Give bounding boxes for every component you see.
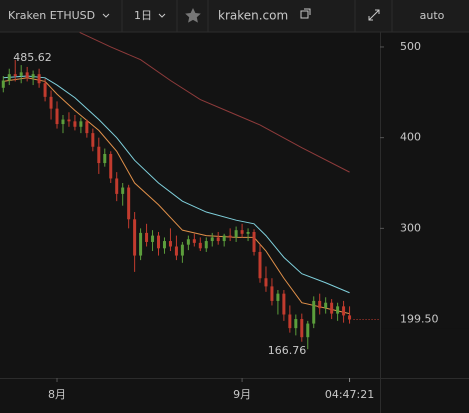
candle-body: [306, 323, 310, 338]
symbol[interactable]: Kraken ETHUSD: [8, 9, 95, 22]
toolbar: [0, 0, 469, 32]
interval[interactable]: 1日: [134, 9, 152, 22]
candle-body: [300, 319, 304, 338]
candle-body: [19, 72, 23, 76]
candle-body: [25, 72, 29, 78]
candle-body: [174, 246, 178, 256]
candle-body: [336, 306, 340, 314]
chevron: [102, 13, 110, 18]
candle-body: [282, 293, 286, 315]
candle-body: [246, 231, 250, 234]
high-annotation: 485.62: [13, 51, 52, 64]
candle-body: [348, 315, 352, 320]
candle-body: [31, 74, 35, 78]
moving-average: [3, 77, 350, 315]
candle-body: [1, 80, 5, 88]
candle-body: [85, 121, 89, 134]
low-annotation: 166.76: [268, 344, 307, 357]
candle-body: [145, 232, 149, 242]
y-tick-label: 500: [400, 40, 421, 53]
candle-body: [139, 232, 143, 256]
candle-body: [61, 119, 65, 125]
candle-body: [276, 293, 280, 301]
star-icon[interactable]: [185, 8, 201, 23]
candle-body: [37, 74, 41, 84]
candle-body: [288, 314, 292, 329]
scale-mode[interactable]: auto: [420, 9, 445, 22]
candle-body: [258, 251, 262, 279]
candle-body: [91, 133, 95, 147]
candle-body: [73, 121, 77, 127]
candle-body: [151, 235, 155, 242]
candle-body: [79, 121, 83, 127]
x-tick-label: 9月: [233, 388, 251, 401]
last-price-box: [381, 310, 469, 329]
candle-body: [13, 74, 17, 76]
candle-body: [109, 153, 113, 179]
candle-body: [157, 235, 161, 249]
candle-body: [186, 239, 190, 245]
candle-body: [270, 286, 274, 301]
candle-body: [312, 300, 316, 324]
candle-body: [103, 153, 107, 164]
moving-average: [3, 75, 350, 294]
time-label: 04:47:21: [325, 388, 374, 401]
y-tick-label: 400: [400, 131, 421, 144]
candle-body: [216, 237, 220, 242]
candle-body: [162, 241, 166, 249]
candle-body: [49, 96, 53, 109]
external-icon: [300, 8, 311, 19]
expand-icon[interactable]: [368, 9, 380, 21]
candle-body: [180, 244, 184, 256]
candle-body: [252, 231, 256, 252]
candle-body: [192, 239, 196, 243]
candle-body: [210, 237, 214, 242]
candle-body: [228, 235, 232, 238]
candle-body: [127, 187, 131, 220]
y-tick-label: 300: [400, 221, 421, 234]
candle-body: [204, 241, 208, 249]
moving-average: [79, 32, 350, 173]
candle-body: [294, 319, 298, 329]
candle-body: [43, 83, 47, 97]
last-price-label: 199.50: [400, 313, 439, 326]
candle-body: [115, 178, 119, 194]
candle-body: [234, 230, 238, 238]
candle-body: [324, 302, 328, 309]
candle-body: [318, 300, 322, 309]
candle-body: [264, 278, 268, 287]
candle-body: [121, 187, 125, 194]
candle-body: [198, 242, 202, 249]
source-link[interactable]: kraken.com: [218, 9, 288, 23]
candle-body: [222, 235, 226, 242]
candle-body: [330, 302, 334, 314]
candle-body: [133, 219, 137, 256]
candle-body: [97, 146, 101, 164]
x-tick-label: 8月: [48, 388, 66, 401]
candle-body: [168, 241, 172, 247]
candle-body: [55, 108, 59, 125]
candle-body: [342, 306, 346, 316]
chevron: [158, 13, 166, 18]
candle-body: [240, 230, 244, 234]
candle-body: [7, 74, 11, 81]
candle-body: [67, 119, 71, 122]
